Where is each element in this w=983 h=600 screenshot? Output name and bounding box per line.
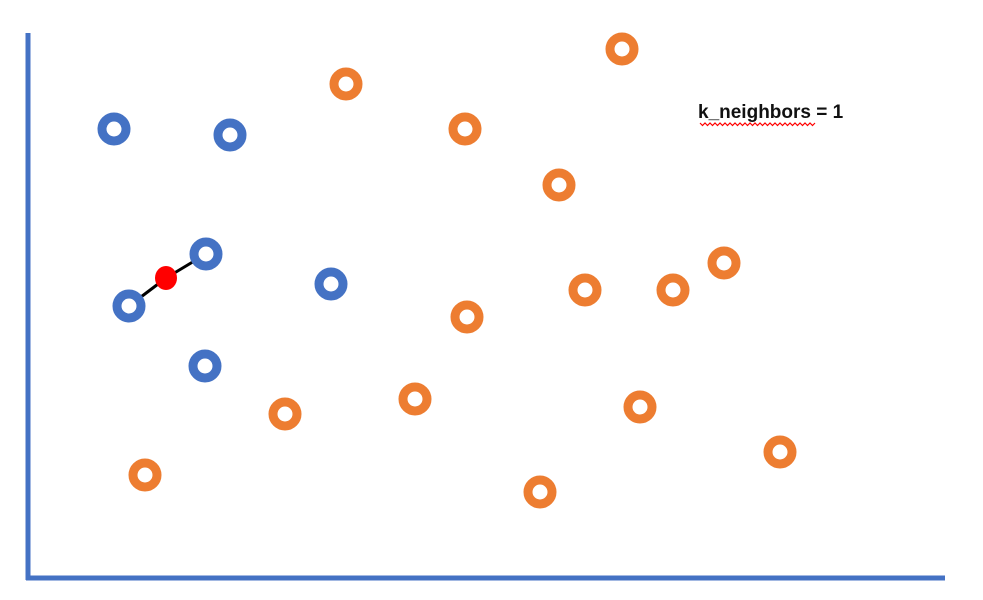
class-b-point-3 (448, 112, 482, 146)
class-b-point-1 (605, 32, 639, 66)
class-b-points (128, 32, 797, 509)
class-b-point-12 (763, 435, 797, 469)
class-b-point-7 (656, 273, 690, 307)
class-b-point-2 (329, 67, 363, 101)
class-a-point-2 (213, 118, 247, 152)
class-b-point-8 (450, 300, 484, 334)
k-neighbors-label: k_neighbors = 1 (698, 102, 844, 123)
class-b-point-5 (707, 246, 741, 280)
class-a-point-4 (112, 289, 146, 323)
class-b-point-6 (568, 273, 602, 307)
class-a-points (97, 112, 348, 383)
class-b-point-4 (542, 168, 576, 202)
class-b-point-14 (523, 475, 557, 509)
class-b-point-13 (128, 458, 162, 492)
k-annotation: k_neighbors = 1 (698, 102, 844, 127)
class-a-point-1 (97, 112, 131, 146)
axes (25, 33, 945, 581)
class-b-point-10 (268, 397, 302, 431)
class-b-point-9 (398, 382, 432, 416)
class-b-point-11 (623, 390, 657, 424)
query-point (155, 266, 177, 290)
spellcheck-underline (699, 122, 816, 127)
class-a-point-5 (314, 267, 348, 301)
class-a-point-6 (188, 349, 222, 383)
class-a-point-3 (189, 237, 223, 271)
